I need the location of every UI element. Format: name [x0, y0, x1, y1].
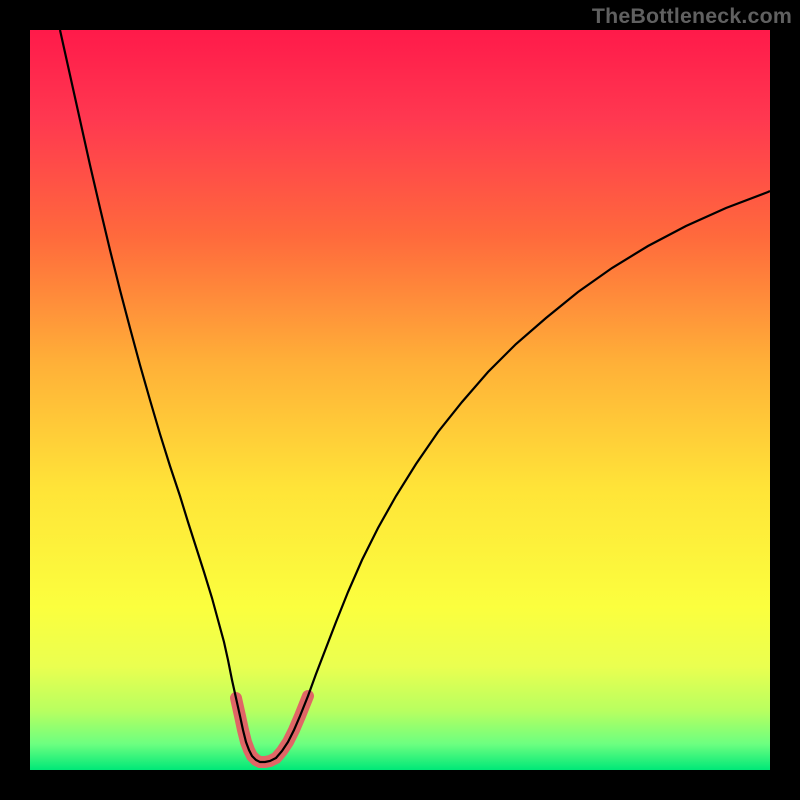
- watermark-text: TheBottleneck.com: [592, 4, 792, 29]
- plot-area: [30, 30, 770, 770]
- gradient-background: [30, 30, 770, 770]
- chart-frame: TheBottleneck.com: [0, 0, 800, 800]
- chart-svg: [30, 30, 770, 770]
